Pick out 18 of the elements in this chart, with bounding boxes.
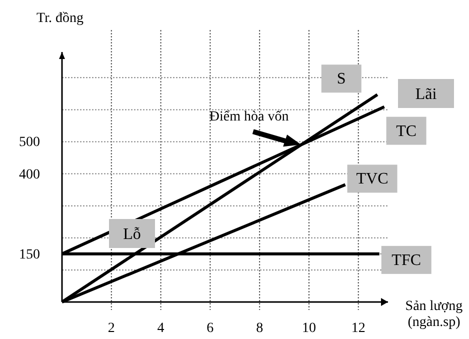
annotation: Lỗ <box>123 226 141 243</box>
x-tick-label: 4 <box>157 320 164 336</box>
x-tick-label: 12 <box>351 320 366 336</box>
x-tick-label: 2 <box>108 320 115 336</box>
series-label: TFC <box>392 252 422 269</box>
text: Lãi <box>415 86 438 103</box>
x-tick-label: 8 <box>256 320 264 336</box>
series-label: TVC <box>356 170 388 188</box>
series-label: S <box>336 70 346 88</box>
y-tick-label: 400 <box>19 167 40 182</box>
x-axis-title: Sản lượng (ngàn.sp) <box>405 299 463 330</box>
y-tick-label: 500 <box>19 135 40 150</box>
x-tick-label: 10 <box>302 320 316 336</box>
x-tick-label: 6 <box>206 320 214 336</box>
annotation: Điểm hòa vốn <box>209 110 289 125</box>
series-label: TC <box>396 122 417 140</box>
y-axis-title: Tr. đồng <box>36 11 84 26</box>
y-tick-label: 150 <box>19 247 40 262</box>
